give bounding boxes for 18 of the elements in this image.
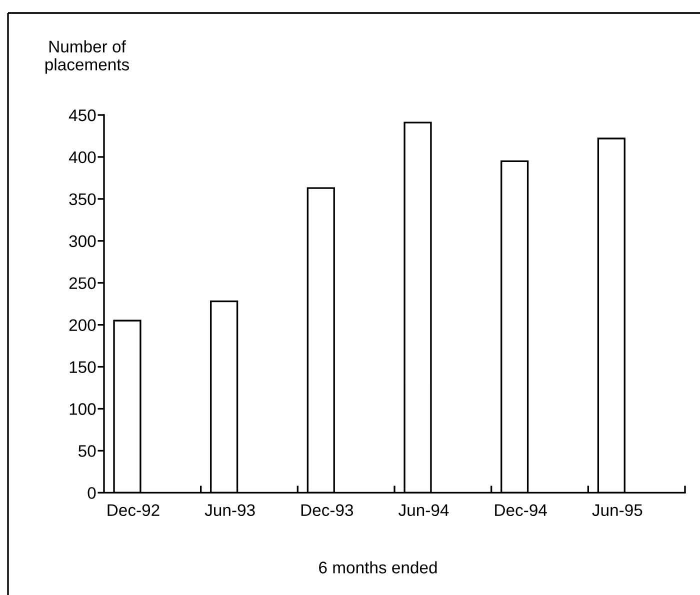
y-tick-label: 200 (69, 319, 96, 332)
y-tick-label: 50 (78, 445, 96, 457)
x-tick-label: Dec-92 (108, 504, 160, 516)
y-tick-label: 150 (70, 361, 96, 374)
x-tick-label: Dec-93 (301, 504, 354, 516)
y-axis-title: Number of placements (45, 40, 130, 74)
y-tick-label: 300 (69, 235, 96, 248)
x-tick-label: Dec-94 (495, 504, 547, 516)
y-tick-label: 450 (68, 109, 96, 122)
y-tick-label: 0 (88, 487, 96, 499)
y-tick-label: 250 (69, 277, 96, 290)
x-axis-title: 6 months ended (319, 561, 437, 574)
x-tick-label: Jun-94 (398, 504, 449, 516)
y-tick-label: 350 (69, 193, 96, 206)
y-tick-label: 100 (70, 403, 96, 415)
x-tick-label: Jun-95 (592, 504, 642, 516)
y-tick-label: 400 (68, 151, 96, 164)
x-tick-label: Jun-93 (204, 504, 255, 516)
